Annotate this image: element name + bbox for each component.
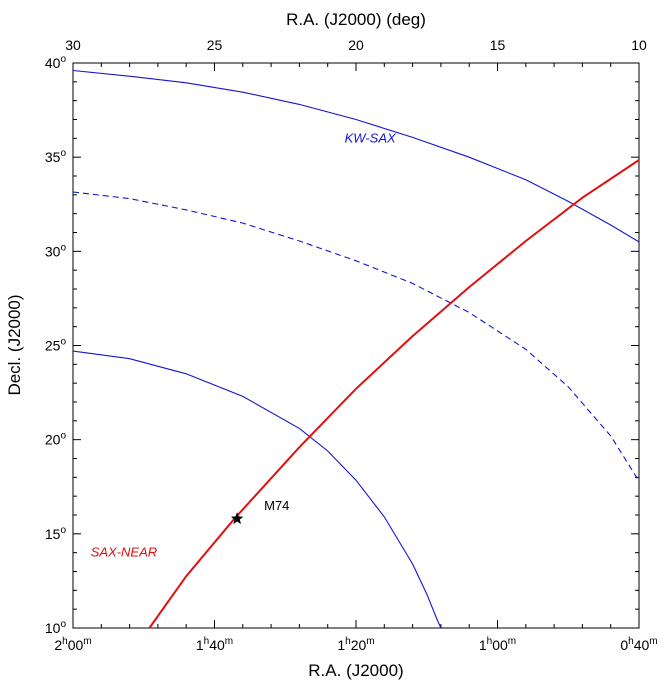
x-tick-label: 1h00m [479,636,516,653]
y-tick-label: 35o [45,148,67,165]
y-tick-degree: o [60,337,66,348]
y-tick-label: 15o [45,525,67,542]
x-tick-hours: 2 [54,637,62,653]
y-tick-value: 30 [45,243,61,259]
x-tick-h-unit: h [487,636,493,647]
y-tick-degree: o [60,431,66,442]
series-annotation: KW-SAX [345,130,397,145]
y-tick-label: 20o [45,431,67,448]
x-axis-title: R.A. (J2000) [308,661,403,680]
top-axis-title: R.A. (J2000) (deg) [286,10,426,29]
x-tick-hours: 1 [479,637,487,653]
x-tick-m-unit: m [649,636,657,647]
x-tick-hours: 1 [196,637,204,653]
y-tick-value: 35 [45,149,61,165]
y-tick-label: 10o [45,619,67,636]
series-line-3 [148,159,640,629]
x-tick-minutes: 00 [68,637,84,653]
x-tick-m-unit: m [225,636,233,647]
x-tick-h-unit: h [204,636,210,647]
x-tick-hours: 0 [620,637,628,653]
series-line-1 [72,191,640,482]
m74-star-marker [230,512,244,525]
x-tick-minutes: 00 [492,637,508,653]
top-tick-label: 15 [490,37,506,53]
x-tick-m-unit: m [83,636,91,647]
x-tick-h-unit: h [345,636,351,647]
x-tick-label: 2h00m [54,636,91,653]
x-tick-minutes: 20 [351,637,367,653]
top-tick-label: 30 [65,37,81,53]
x-tick-minutes: 40 [209,637,225,653]
y-tick-value: 20 [45,432,61,448]
x-tick-h-unit: h [62,636,68,647]
y-tick-value: 25 [45,338,61,354]
series-line-0 [72,69,640,243]
y-axis-title: Decl. (J2000) [5,294,24,395]
y-tick-value: 40 [45,55,61,71]
y-tick-degree: o [60,242,66,253]
y-tick-degree: o [60,54,66,65]
y-tick-value: 15 [45,526,61,542]
marker-label: M74 [264,498,289,513]
top-tick-label: 20 [348,37,364,53]
x-tick-label: 0h40m [620,636,657,653]
y-tick-label: 30o [45,242,67,259]
y-tick-degree: o [60,148,66,159]
y-tick-degree: o [60,619,66,630]
top-tick-label: 10 [631,37,647,53]
tick-marks [72,62,640,629]
x-tick-h-unit: h [628,636,634,647]
y-tick-label: 25o [45,337,67,354]
x-tick-m-unit: m [366,636,374,647]
x-tick-minutes: 40 [634,637,650,653]
y-tick-label: 40o [45,54,67,71]
x-tick-label: 1h40m [196,636,233,653]
series-annotation: SAX-NEAR [91,545,157,560]
x-tick-hours: 1 [337,637,345,653]
x-tick-m-unit: m [508,636,516,647]
top-tick-label: 25 [207,37,223,53]
series-layer [72,69,640,629]
y-tick-degree: o [60,525,66,536]
y-tick-value: 10 [45,620,61,636]
x-tick-label: 1h20m [337,636,374,653]
plot-frame [72,62,640,629]
series-line-2 [72,350,442,629]
